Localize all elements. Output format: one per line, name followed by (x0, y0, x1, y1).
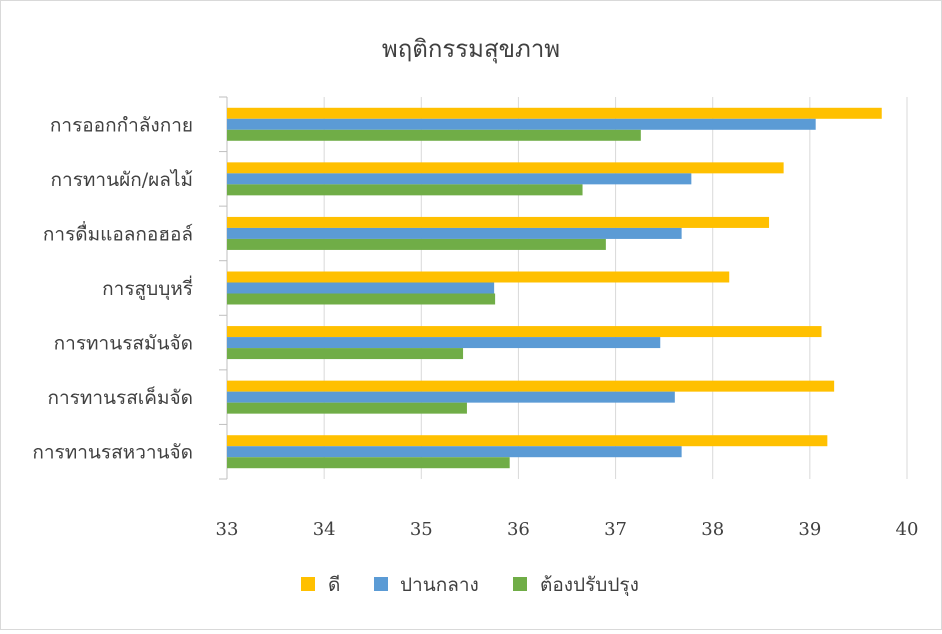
category-label: การออกกำลังกาย (50, 114, 193, 136)
bar-needs-improvement (227, 457, 510, 469)
bar-moderate (227, 118, 816, 130)
bar-good (227, 271, 730, 283)
bars (227, 107, 882, 469)
bar-moderate (227, 282, 495, 294)
bar-moderate (227, 446, 682, 458)
legend-swatch (301, 577, 315, 591)
x-tick-label: 38 (701, 519, 724, 540)
bar-needs-improvement (227, 293, 496, 305)
bar-good (227, 162, 784, 174)
bar-moderate (227, 227, 682, 239)
legend-swatch (513, 577, 527, 591)
bar-moderate (227, 391, 675, 403)
category-axis (219, 96, 228, 480)
bar-moderate (227, 337, 661, 349)
bar-needs-improvement (227, 402, 467, 414)
x-tick-label: 35 (410, 519, 433, 540)
bar-needs-improvement (227, 129, 641, 141)
bar-good (227, 326, 822, 338)
legend-label: ดี (328, 574, 340, 596)
bar-needs-improvement (227, 238, 606, 250)
category-label: การทานผัก/ผลไม้ (51, 169, 193, 191)
legend-label: ต้องปรับปรุง (540, 574, 639, 597)
bar-good (227, 216, 770, 228)
x-tick-label: 39 (798, 519, 821, 540)
category-label: การทานรสเค็มจัด (47, 385, 193, 409)
category-label: การสูบบุหรี่ (102, 275, 193, 301)
value-axis-ticks: 33 34 35 36 37 38 39 40 (216, 519, 919, 540)
x-tick-label: 33 (216, 519, 239, 540)
legend: ดี ปานกลาง ต้องปรับปรุง (301, 574, 639, 597)
bar-needs-improvement (227, 348, 464, 360)
bar-moderate (227, 173, 692, 185)
category-label: การทานรสมันจัด (54, 333, 193, 355)
bar-needs-improvement (227, 184, 583, 196)
x-tick-label: 37 (604, 519, 627, 540)
x-tick-label: 40 (896, 519, 919, 540)
bar-good (227, 107, 882, 119)
chart-title: พฤติกรรมสุขภาพ (382, 35, 560, 64)
gridlines (323, 97, 908, 479)
category-labels: การออกกำลังกายการทานผัก/ผลไม้การดื่มแอลก… (32, 114, 193, 463)
legend-swatch (374, 577, 388, 591)
category-label: การดื่มแอลกอฮอล์ (43, 220, 193, 245)
x-tick-label: 36 (507, 519, 530, 540)
bar-good (227, 435, 828, 447)
x-tick-label: 34 (313, 519, 336, 540)
category-label: การทานรสหวานจัด (32, 442, 193, 464)
bar-good (227, 380, 835, 392)
legend-label: ปานกลาง (400, 574, 479, 596)
